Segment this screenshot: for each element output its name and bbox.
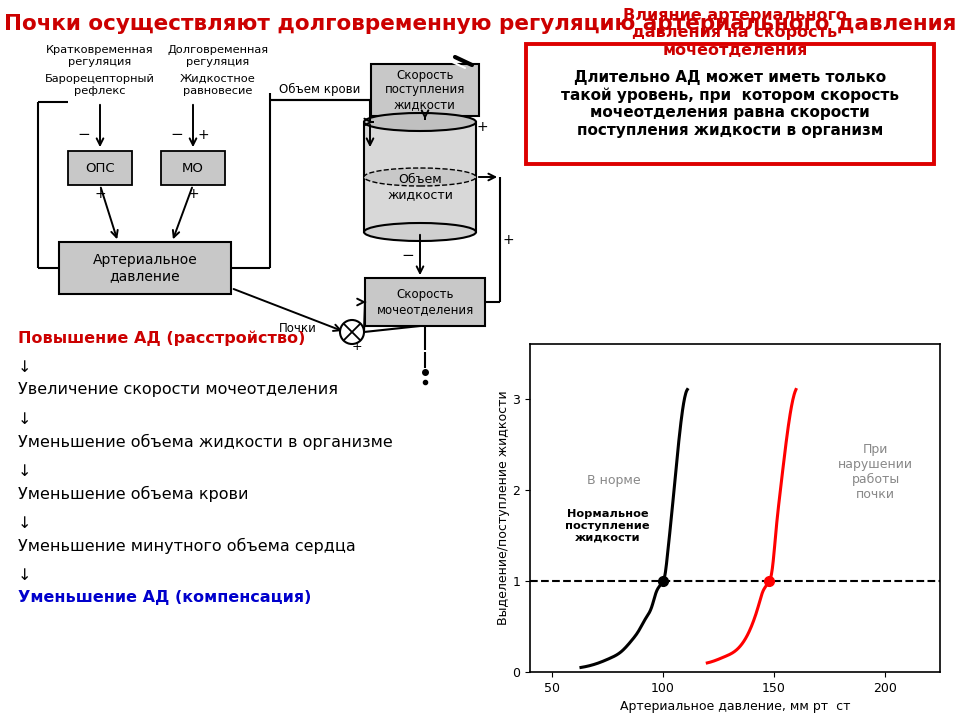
Text: Нормальное
поступление
жидкости: Нормальное поступление жидкости [565, 510, 650, 543]
Text: ↓: ↓ [18, 568, 32, 583]
Ellipse shape [364, 113, 476, 131]
Text: −: − [171, 127, 183, 142]
Text: Уменьшение объема жидкости в организме: Уменьшение объема жидкости в организме [18, 434, 393, 450]
Text: Жидкостное
равновесие: Жидкостное равновесие [180, 74, 256, 96]
FancyBboxPatch shape [371, 64, 479, 116]
Text: Объем
жидкости: Объем жидкости [387, 173, 453, 201]
Text: Долговременная
регуляция: Долговременная регуляция [167, 45, 269, 67]
X-axis label: Артериальное давление, мм рт  ст: Артериальное давление, мм рт ст [620, 701, 851, 714]
Text: +: + [94, 187, 106, 201]
Text: ↓: ↓ [18, 464, 32, 479]
Text: МО: МО [182, 161, 204, 174]
FancyBboxPatch shape [365, 278, 485, 326]
Text: Уменьшение минутного объема сердца: Уменьшение минутного объема сердца [18, 538, 356, 554]
Text: Длительно АД может иметь только
такой уровень, при  котором скорость
мочеотделен: Длительно АД может иметь только такой ур… [561, 70, 899, 138]
Text: +: + [476, 120, 488, 134]
FancyBboxPatch shape [161, 151, 225, 185]
Text: Почки осуществляют долговременную регуляцию артериального давления: Почки осуществляют долговременную регуля… [4, 14, 956, 34]
Text: −: − [401, 248, 415, 263]
Text: Кратковременная
регуляция: Кратковременная регуляция [46, 45, 154, 67]
Text: Уменьшение АД (компенсация): Уменьшение АД (компенсация) [18, 590, 311, 605]
Text: При
нарушении
работы
почки: При нарушении работы почки [838, 443, 913, 500]
Ellipse shape [364, 223, 476, 241]
Text: +: + [197, 128, 209, 142]
Text: Скорость
поступления
жидкости: Скорость поступления жидкости [385, 68, 466, 112]
Text: Почки: Почки [279, 322, 317, 335]
Text: Влияние артериального
давления на скорость
мочеотделения: Влияние артериального давления на скорос… [623, 8, 847, 58]
Text: ОПС: ОПС [85, 161, 115, 174]
Text: Барорецепторный
рефлекс: Барорецепторный рефлекс [45, 74, 155, 96]
Text: ↓: ↓ [18, 360, 32, 375]
Text: −: − [78, 127, 90, 142]
Text: Уменьшение объема крови: Уменьшение объема крови [18, 486, 249, 502]
Circle shape [340, 320, 364, 344]
FancyBboxPatch shape [364, 122, 476, 232]
Ellipse shape [364, 168, 476, 186]
Text: ↓: ↓ [18, 412, 32, 427]
Text: Скорость
мочеотделения: Скорость мочеотделения [376, 288, 473, 316]
FancyBboxPatch shape [526, 44, 934, 164]
Text: Объем крови: Объем крови [279, 83, 361, 96]
FancyBboxPatch shape [59, 242, 231, 294]
Text: +: + [503, 233, 515, 247]
Text: ↓: ↓ [18, 516, 32, 531]
Text: +: + [351, 340, 362, 353]
Text: Артериальное
давление: Артериальное давление [92, 253, 198, 283]
Text: +: + [187, 187, 199, 201]
Text: Повышение АД (расстройство): Повышение АД (расстройство) [18, 330, 305, 346]
Y-axis label: Выделение/поступление жидкости: Выделение/поступление жидкости [496, 391, 510, 625]
Text: Увеличение скорости мочеотделения: Увеличение скорости мочеотделения [18, 382, 338, 397]
Text: В норме: В норме [588, 474, 641, 487]
FancyBboxPatch shape [68, 151, 132, 185]
